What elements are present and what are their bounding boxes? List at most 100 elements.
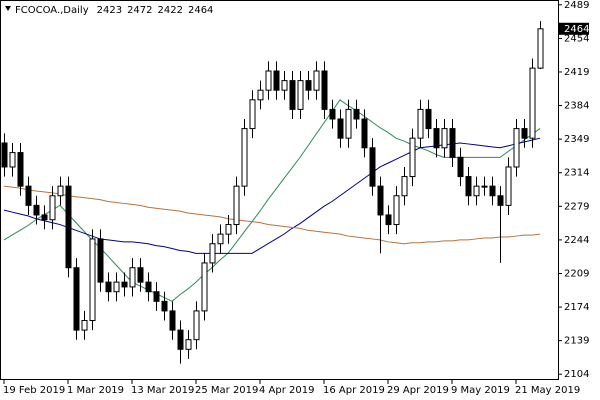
candle-body — [281, 80, 288, 91]
candle-body — [113, 281, 120, 293]
candle-body — [97, 238, 104, 283]
x-tick-label: 29 Apr 2019 — [387, 385, 449, 396]
candle-body — [305, 80, 312, 91]
candle-body — [321, 70, 328, 110]
candle-body — [265, 70, 272, 91]
y-tick-label: 2349 — [564, 134, 589, 145]
x-tick-label: 4 Apr 2019 — [259, 385, 314, 396]
candle-body — [105, 281, 112, 293]
candle-body — [257, 89, 264, 101]
candle-body — [465, 176, 472, 197]
candle-body — [49, 195, 56, 221]
candle-body — [329, 108, 336, 120]
candle-body — [513, 128, 520, 168]
x-tick-label: 19 Feb 2019 — [3, 385, 65, 396]
y-tick-label: 2314 — [564, 168, 589, 179]
y-tick-label: 2209 — [564, 268, 589, 279]
x-tick-label: 25 Mar 2019 — [195, 385, 258, 396]
candle-body — [313, 70, 320, 91]
candle-body — [209, 243, 216, 264]
candle-body — [393, 195, 400, 226]
candle-body — [361, 118, 368, 149]
candle-body — [425, 108, 432, 130]
candle-body — [529, 67, 536, 139]
candle-body — [201, 262, 208, 312]
candle-body — [33, 204, 40, 216]
chart-title: FCOCOA.,Daily — [15, 5, 89, 16]
candle-body — [89, 238, 96, 322]
y-tick-label: 2489 — [564, 0, 589, 11]
candle-body — [17, 152, 24, 187]
candle-body — [161, 300, 168, 312]
moving-average — [3, 185, 541, 245]
y-tick-label: 2174 — [564, 302, 589, 313]
y-tick-label: 2244 — [564, 235, 589, 246]
candle-body — [185, 339, 192, 350]
candle-body — [25, 185, 32, 206]
ohlc-value: 2422 — [158, 5, 183, 16]
candle-body — [289, 80, 296, 110]
candle-body — [417, 108, 424, 139]
y-tick-label: 2279 — [564, 201, 589, 212]
candle-body — [1, 142, 8, 168]
candle-body — [153, 291, 160, 302]
candle-body — [345, 108, 352, 139]
candle-body — [473, 185, 480, 197]
candle-body — [521, 128, 528, 139]
candle-body — [177, 329, 184, 350]
ohlc-value: 2464 — [188, 5, 213, 16]
candle-body — [385, 214, 392, 226]
candle-body — [65, 185, 72, 269]
candle-body — [233, 185, 240, 226]
candle-body — [369, 147, 376, 187]
candle-body — [193, 310, 200, 341]
y-tick-label: 2139 — [564, 336, 589, 347]
y-tick-label: 2454 — [564, 33, 589, 44]
candle-body — [249, 99, 256, 130]
ohlc-value: 2472 — [127, 5, 152, 16]
price-label: 2464 — [564, 24, 589, 35]
candle-body — [401, 176, 408, 197]
candle-body — [57, 185, 64, 197]
candle-body — [377, 185, 384, 216]
candle-body — [409, 137, 416, 178]
candle-body — [297, 80, 304, 110]
price-label-bg — [559, 22, 589, 35]
x-tick-label: 21 May 2019 — [515, 385, 580, 396]
candle-body — [273, 70, 280, 91]
candle-body — [73, 267, 80, 331]
x-tick-label: 13 Mar 2019 — [131, 385, 194, 396]
collapse-icon — [5, 6, 11, 11]
y-tick-label: 2104 — [564, 369, 589, 380]
y-tick-label: 2419 — [564, 67, 589, 78]
x-tick-label: 9 May 2019 — [451, 385, 510, 396]
candle-body — [353, 108, 360, 120]
candle-body — [137, 267, 144, 283]
candle-body — [81, 320, 88, 331]
candle-body — [489, 185, 496, 197]
candle-body — [169, 310, 176, 331]
candle-body — [497, 195, 504, 206]
candle-body — [481, 185, 488, 188]
candle-body — [537, 28, 544, 69]
candle-body — [145, 281, 152, 293]
candle-body — [9, 152, 16, 168]
candle-body — [457, 156, 464, 178]
candle-body — [225, 224, 232, 235]
candle-body — [241, 128, 248, 187]
candle-body — [449, 128, 456, 158]
candle-body — [129, 267, 136, 288]
candle-body — [121, 281, 128, 288]
x-tick-label: 16 Apr 2019 — [323, 385, 385, 396]
candle-body — [337, 118, 344, 139]
x-tick-label: 1 Mar 2019 — [67, 385, 124, 396]
candle-body — [433, 128, 440, 149]
plot-frame — [0, 0, 559, 380]
candle-body — [217, 233, 224, 245]
candle-body — [441, 128, 448, 149]
ohlc-value: 2423 — [97, 5, 122, 16]
candle-body — [505, 166, 512, 206]
y-tick-label: 2384 — [564, 101, 589, 112]
candle-body — [41, 214, 48, 221]
